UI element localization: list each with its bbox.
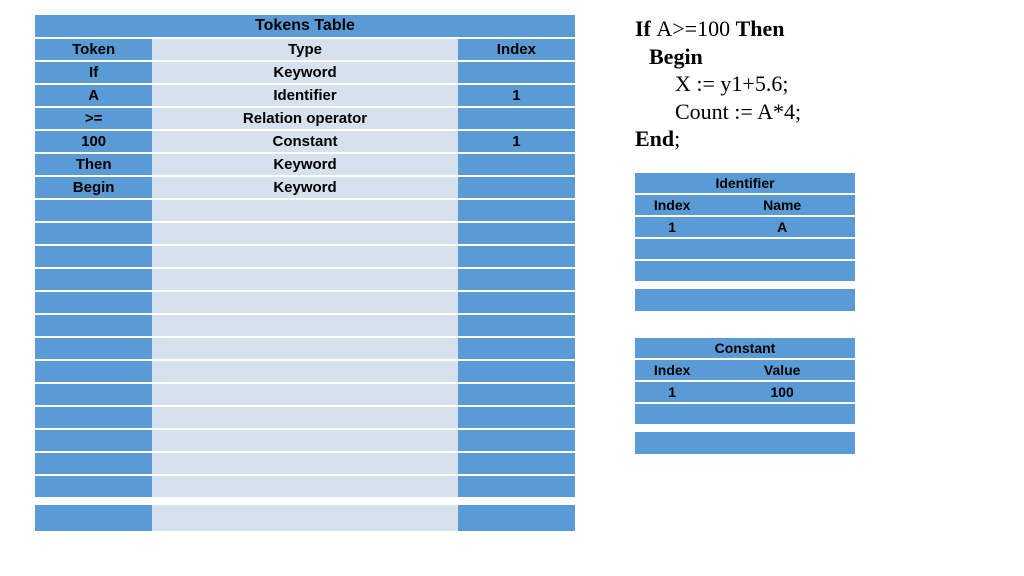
constant-table: Constant Index Value 1 100 (635, 338, 855, 456)
table-cell: Relation operator (152, 108, 457, 131)
table-cell: 100 (35, 131, 152, 154)
table-cell (635, 239, 709, 261)
table-cell (458, 108, 575, 131)
tokens-col-token: Token (35, 39, 152, 62)
table-cell (635, 404, 709, 426)
table-cell: 1 (635, 382, 709, 404)
table-cell (458, 177, 575, 200)
table-cell (709, 239, 855, 261)
table-cell: 1 (635, 217, 709, 239)
identifier-col-index: Index (635, 195, 709, 217)
table-cell: Keyword (152, 177, 457, 200)
table-cell: Keyword (152, 154, 457, 177)
tokens-col-type: Type (152, 39, 457, 62)
table-cell: A (35, 85, 152, 108)
table-cell: >= (35, 108, 152, 131)
table-cell (709, 261, 855, 283)
table-cell: A (709, 217, 855, 239)
tokens-title: Tokens Table (35, 15, 575, 39)
identifier-table: Identifier Index Name 1 A (635, 173, 855, 313)
table-cell: Begin (35, 177, 152, 200)
table-cell: 100 (709, 382, 855, 404)
table-cell: If (35, 62, 152, 85)
code-block: If A>=100 Then Begin X := y1+5.6; Count … (635, 15, 945, 153)
tokens-table: Tokens Table Token Type Index If Keyword… (35, 15, 575, 533)
constant-col-index: Index (635, 360, 709, 382)
constant-col-value: Value (709, 360, 855, 382)
identifier-col-name: Name (709, 195, 855, 217)
tokens-col-index: Index (458, 39, 575, 62)
constant-title: Constant (635, 338, 855, 360)
table-cell: Identifier (152, 85, 457, 108)
table-cell (458, 154, 575, 177)
table-cell (709, 404, 855, 426)
table-cell (635, 261, 709, 283)
identifier-title: Identifier (635, 173, 855, 195)
table-cell: 1 (458, 85, 575, 108)
table-cell: Constant (152, 131, 457, 154)
table-cell: Then (35, 154, 152, 177)
table-cell: Keyword (152, 62, 457, 85)
table-cell (458, 62, 575, 85)
table-cell: 1 (458, 131, 575, 154)
